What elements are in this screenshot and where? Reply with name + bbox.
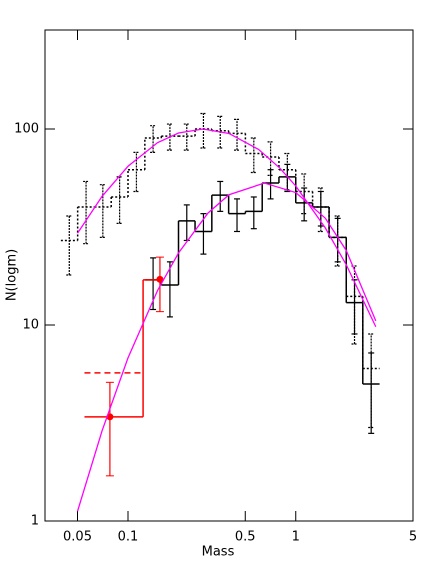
plot-frame <box>44 29 414 522</box>
y-axis-label: N(logm) <box>5 249 20 301</box>
fit-curve <box>76 182 377 512</box>
y-tick-label: 100 <box>14 122 39 137</box>
fit-curve <box>76 128 377 327</box>
x-tick-label: 0.05 <box>63 530 92 545</box>
y-tick-label: 10 <box>22 318 39 333</box>
x-tick-label: 1 <box>292 530 300 545</box>
y-tick-label: 1 <box>31 514 39 529</box>
x-axis-label: Mass <box>202 545 235 560</box>
x-tick-label: 0.1 <box>118 530 139 545</box>
x-tick-label: 5 <box>409 530 417 545</box>
x-tick-label: 0.5 <box>235 530 256 545</box>
data-point <box>156 275 164 283</box>
